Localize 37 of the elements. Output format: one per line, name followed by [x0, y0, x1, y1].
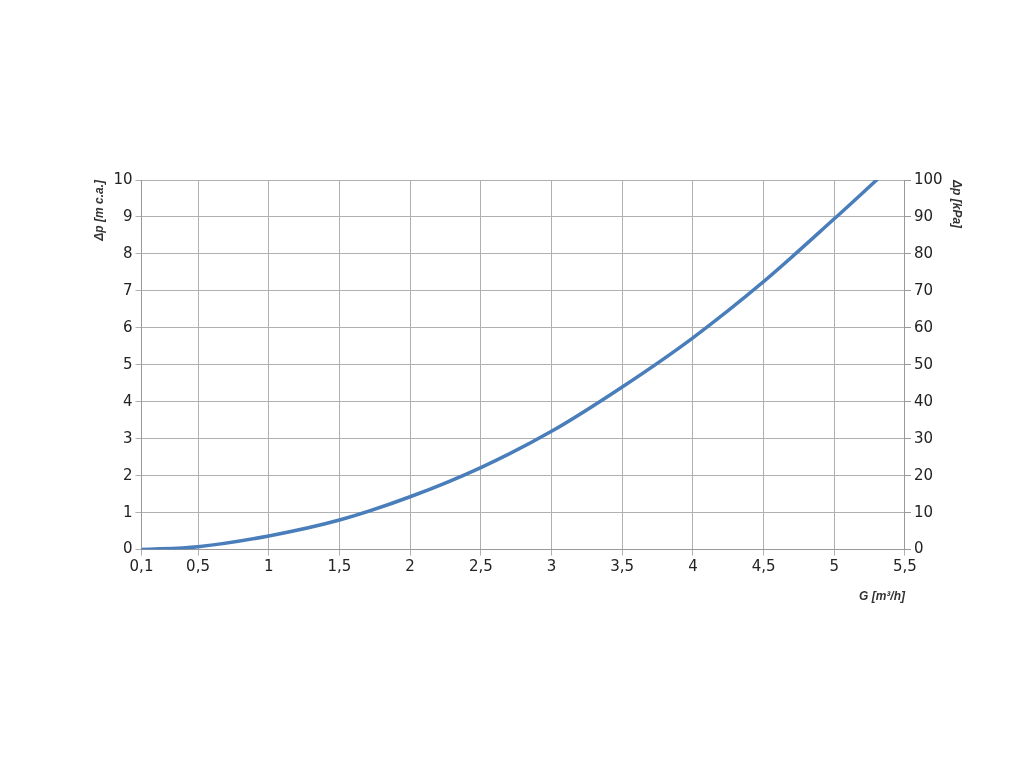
y-tick-label: 1	[122, 502, 133, 521]
x-tick-label: 0,5	[186, 557, 210, 576]
y2-tick-label: 20	[913, 465, 934, 484]
y-tick-label: 5	[122, 354, 133, 373]
y2-tick-label: 60	[913, 317, 934, 336]
y2-tick-label: 100	[913, 169, 943, 188]
y-tick-label: 4	[122, 391, 133, 410]
x-tick-label: 2	[405, 557, 415, 576]
y-tick-label: 7	[122, 280, 133, 299]
x-axis-title: G [m³/h]	[858, 589, 906, 604]
y2-tick-label: 0	[913, 539, 924, 558]
x-tick-label: 3	[546, 557, 557, 576]
y-axis-title: Δp [m c.a.]	[91, 179, 106, 242]
x-tick-label: 2,5	[468, 557, 493, 576]
x-tick-label: 5,5	[893, 557, 917, 576]
x-tick-label: 0,1	[129, 557, 154, 576]
x-tick-label: 5	[829, 557, 840, 576]
y-tick-label: 0	[122, 539, 133, 558]
x-tick-label: 4	[688, 557, 698, 576]
y2-tick-label: 40	[913, 391, 934, 410]
y-tick-label: 2	[122, 465, 133, 484]
y2-tick-label: 10	[913, 502, 934, 521]
x-tick-label: 4,5	[751, 557, 776, 576]
y-tick-label: 8	[122, 243, 133, 262]
y2-tick-label: 50	[913, 354, 934, 373]
y2-tick-label: 80	[913, 243, 934, 262]
y2-tick-label: 70	[913, 280, 934, 299]
y-tick-label: 9	[122, 206, 133, 225]
x-tick-label: 1,5	[327, 557, 352, 576]
x-tick-label: 1	[263, 557, 274, 576]
y2-tick-label: 90	[913, 206, 934, 225]
x-tick-label: 3,5	[610, 557, 635, 576]
y-tick-label: 3	[122, 428, 133, 447]
y-tick-label: 6	[122, 317, 133, 336]
y2-axis-title: Δp [kPa]	[950, 179, 965, 230]
y2-tick-label: 30	[913, 428, 934, 447]
y-tick-label: 10	[113, 169, 133, 188]
